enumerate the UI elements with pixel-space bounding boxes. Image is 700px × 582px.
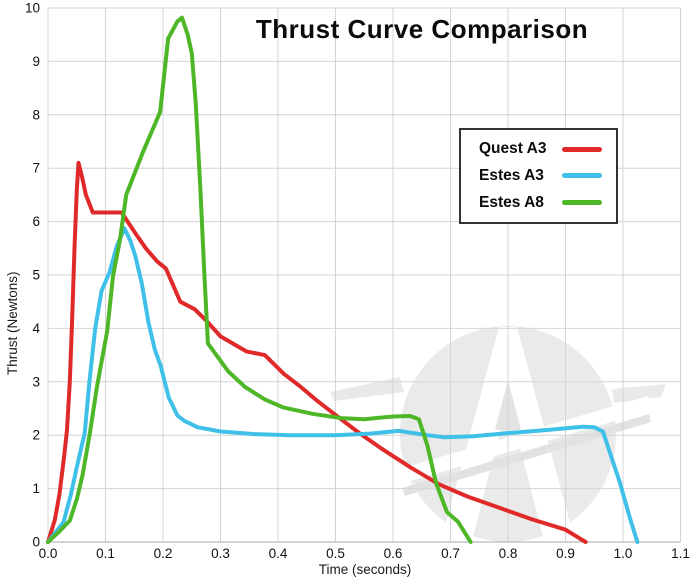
y-tick-label: 5	[32, 268, 40, 283]
y-tick-label: 4	[32, 321, 40, 336]
legend-swatch-quest-a3	[562, 146, 602, 152]
legend-item-quest-a3: Quest A3	[479, 140, 602, 158]
x-tick-label: 0.4	[269, 546, 288, 561]
y-tick-label: 10	[25, 1, 40, 16]
x-tick-label: 0.5	[326, 546, 345, 561]
x-tick-label: 0.6	[384, 546, 403, 561]
legend-item-estes-a3: Estes A3	[479, 167, 602, 185]
series-line-estes-a3	[46, 226, 640, 544]
series-group	[46, 15, 640, 544]
legend: Quest A3 Estes A3 Estes A8	[459, 128, 618, 224]
tick-labels: 0.0 0.1 0.2 0.3 0.4 0.5 0.6 0.7 0.8 0.9 1.0 1.1 0 1 2 3…	[25, 1, 690, 562]
y-tick-label: 8	[32, 107, 40, 122]
y-tick-label: 1	[32, 481, 40, 496]
y-tick-label: 9	[32, 54, 40, 69]
legend-item-estes-a8: Estes A8	[479, 194, 602, 212]
x-tick-label: 0.7	[441, 546, 460, 561]
x-tick-label: 0.0	[39, 546, 58, 561]
x-tick-label: 0.9	[556, 546, 575, 561]
x-tick-label: 1.1	[671, 546, 690, 561]
x-axis-title: Time (seconds)	[318, 562, 412, 577]
x-tick-label: 0.2	[154, 546, 173, 561]
legend-label-quest-a3: Quest A3	[479, 140, 547, 158]
y-tick-label: 3	[32, 374, 40, 389]
legend-label-estes-a8: Estes A8	[479, 193, 544, 211]
legend-label-estes-a3: Estes A3	[479, 166, 544, 184]
grid	[47, 7, 681, 543]
series-line-quest-a3	[46, 160, 588, 544]
y-axis-title: Thrust (Newtons)	[5, 271, 20, 375]
y-tick-label: 6	[32, 214, 40, 229]
legend-swatch-estes-a3	[562, 173, 602, 179]
x-tick-label: 0.8	[499, 546, 518, 561]
y-tick-label: 0	[32, 535, 40, 550]
x-tick-label: 0.3	[211, 546, 230, 561]
chart-title: Thrust Curve Comparison	[255, 14, 589, 44]
y-tick-label: 7	[32, 161, 40, 176]
y-tick-label: 2	[32, 428, 40, 443]
x-tick-label: 0.1	[96, 546, 115, 561]
series-line-estes-a8	[46, 15, 473, 544]
legend-swatch-estes-a8	[562, 200, 602, 206]
x-tick-label: 1.0	[614, 546, 633, 561]
